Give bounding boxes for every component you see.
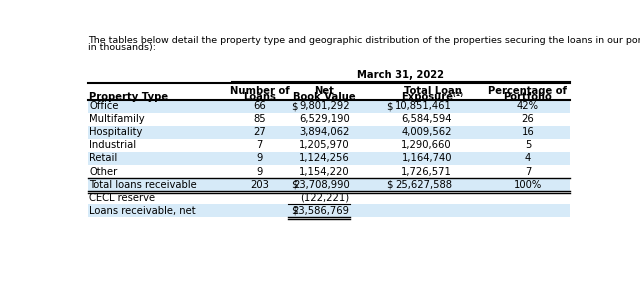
Text: CECL reserve: CECL reserve — [90, 193, 156, 203]
Text: Loans receivable, net: Loans receivable, net — [90, 206, 196, 216]
Text: Industrial: Industrial — [90, 140, 136, 150]
Text: (122,221): (122,221) — [301, 193, 349, 203]
Bar — [88, 165, 570, 178]
Text: 23,708,990: 23,708,990 — [293, 180, 349, 190]
Text: 5: 5 — [525, 140, 531, 150]
Bar — [88, 139, 570, 152]
Text: $: $ — [291, 101, 298, 111]
Text: Book Value: Book Value — [293, 92, 355, 102]
Text: 1,726,571: 1,726,571 — [401, 166, 452, 177]
Text: 6,584,594: 6,584,594 — [401, 114, 452, 124]
Text: The tables below detail the property type and geographic distribution of the pro: The tables below detail the property typ… — [88, 36, 640, 45]
Text: Net: Net — [314, 86, 334, 96]
Text: 1,154,220: 1,154,220 — [299, 166, 349, 177]
Text: $: $ — [291, 206, 298, 216]
Text: 9: 9 — [257, 166, 263, 177]
Text: Property Type: Property Type — [90, 92, 168, 102]
Text: $: $ — [291, 180, 298, 190]
Text: Retail: Retail — [90, 154, 118, 164]
Bar — [88, 152, 570, 165]
Bar — [88, 178, 570, 191]
Text: Hospitality: Hospitality — [90, 127, 143, 137]
Text: Total Loan: Total Loan — [404, 86, 461, 96]
Text: Total loans receivable: Total loans receivable — [90, 180, 197, 190]
Text: Number of: Number of — [230, 86, 290, 96]
Text: 1,124,256: 1,124,256 — [299, 154, 349, 164]
Text: 16: 16 — [522, 127, 534, 137]
Text: 9,801,292: 9,801,292 — [299, 101, 349, 111]
Text: 100%: 100% — [514, 180, 542, 190]
Text: Exposure⁽¹⁾: Exposure⁽¹⁾ — [402, 92, 463, 102]
Text: 23,586,769: 23,586,769 — [292, 206, 349, 216]
Text: Office: Office — [90, 101, 119, 111]
Text: 4: 4 — [525, 154, 531, 164]
Text: March 31, 2022: March 31, 2022 — [357, 69, 444, 79]
Text: Percentage of: Percentage of — [488, 86, 568, 96]
Text: 42%: 42% — [517, 101, 539, 111]
Text: $: $ — [386, 180, 392, 190]
Text: 203: 203 — [250, 180, 269, 190]
Text: Other: Other — [90, 166, 118, 177]
Text: 10,851,461: 10,851,461 — [395, 101, 452, 111]
Text: in thousands):: in thousands): — [88, 43, 156, 52]
Text: Loans: Loans — [243, 92, 276, 102]
Text: 6,529,190: 6,529,190 — [299, 114, 349, 124]
Text: 4,009,562: 4,009,562 — [401, 127, 452, 137]
Text: Multifamily: Multifamily — [90, 114, 145, 124]
Text: 7: 7 — [257, 140, 263, 150]
Text: 66: 66 — [253, 101, 266, 111]
Bar — [88, 113, 570, 126]
Text: 1,290,660: 1,290,660 — [401, 140, 452, 150]
Text: 25,627,588: 25,627,588 — [395, 180, 452, 190]
Text: 85: 85 — [253, 114, 266, 124]
Text: 9: 9 — [257, 154, 263, 164]
Text: 27: 27 — [253, 127, 266, 137]
Bar — [88, 126, 570, 139]
Text: 7: 7 — [525, 166, 531, 177]
Bar — [88, 100, 570, 113]
Bar — [88, 204, 570, 217]
Text: Portfolio: Portfolio — [504, 92, 552, 102]
Bar — [88, 191, 570, 204]
Text: 3,894,062: 3,894,062 — [300, 127, 349, 137]
Text: $: $ — [386, 101, 392, 111]
Text: 1,164,740: 1,164,740 — [401, 154, 452, 164]
Text: 26: 26 — [522, 114, 534, 124]
Text: 1,205,970: 1,205,970 — [299, 140, 349, 150]
